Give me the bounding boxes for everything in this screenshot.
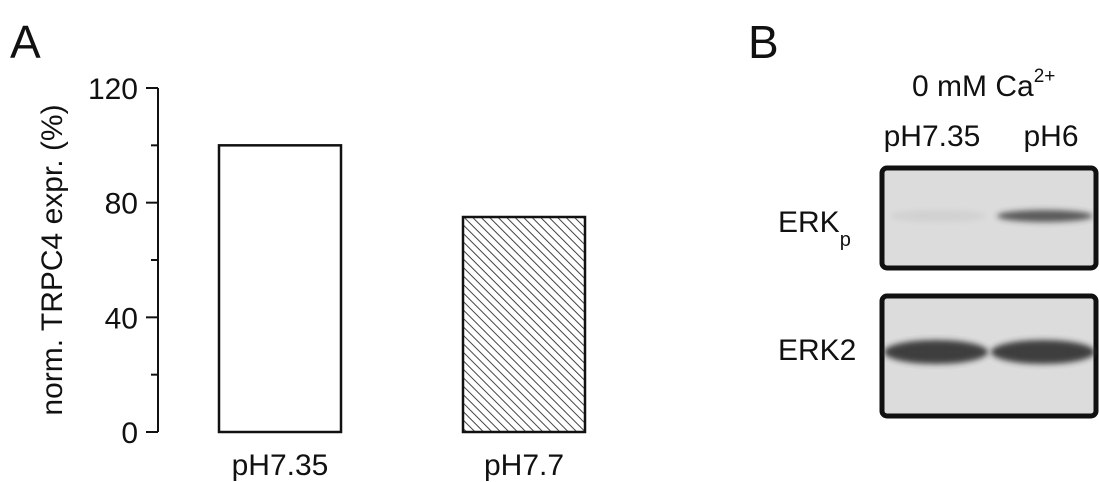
bar-ph735 <box>217 144 343 434</box>
panel-a-letter: A <box>10 16 41 68</box>
y-tick-label: 0 <box>121 417 138 450</box>
blot-condition-text: 0 mM Ca <box>912 70 1034 103</box>
erkp-label-text: ERK <box>778 206 840 239</box>
blot-condition-label: 0 mM Ca2+ <box>912 66 1055 103</box>
panel-b-letter: B <box>748 16 779 68</box>
y-axis-label: norm. TRPC4 expr. (%) <box>36 104 69 415</box>
erkp-label-subscript: p <box>840 229 851 251</box>
blot-row-label-erk2: ERK2 <box>778 334 856 367</box>
x-tick-label: pH7.7 <box>484 449 564 482</box>
y-tick-label: 80 <box>105 188 138 221</box>
y-tick-label: 120 <box>88 73 138 106</box>
blot-condition-superscript: 2+ <box>1034 66 1056 87</box>
erk2-band-ph6 <box>991 340 1095 364</box>
bar-chart: 0 40 80 120 pH7.35 pH7.7 <box>88 73 587 482</box>
bar-ph77 <box>461 215 587 434</box>
erkp-band-ph6 <box>997 210 1093 222</box>
blot-erk2-panel <box>879 293 1099 419</box>
erk2-band-ph735 <box>884 340 988 364</box>
lane-label-ph735: pH7.35 <box>884 120 981 153</box>
blot-row-label-erkp: ERKp <box>778 206 851 251</box>
blot-erkp-panel <box>879 165 1099 271</box>
lane-label-ph6: pH6 <box>1023 120 1078 153</box>
x-tick-label: pH7.35 <box>232 449 329 482</box>
y-tick-label: 40 <box>105 302 138 335</box>
erkp-band-ph735 <box>890 210 986 222</box>
